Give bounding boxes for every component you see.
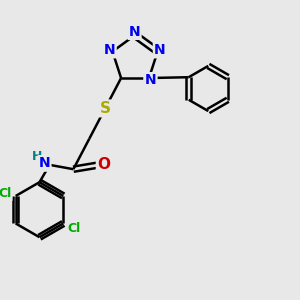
Text: N: N bbox=[129, 25, 140, 39]
Text: S: S bbox=[100, 101, 111, 116]
Text: Cl: Cl bbox=[68, 222, 81, 235]
Text: N: N bbox=[104, 43, 116, 57]
Text: N: N bbox=[39, 156, 50, 170]
Text: O: O bbox=[97, 158, 110, 172]
Text: Cl: Cl bbox=[0, 187, 11, 200]
Text: N: N bbox=[154, 43, 166, 57]
Text: N: N bbox=[145, 74, 156, 87]
Text: H: H bbox=[32, 150, 42, 163]
